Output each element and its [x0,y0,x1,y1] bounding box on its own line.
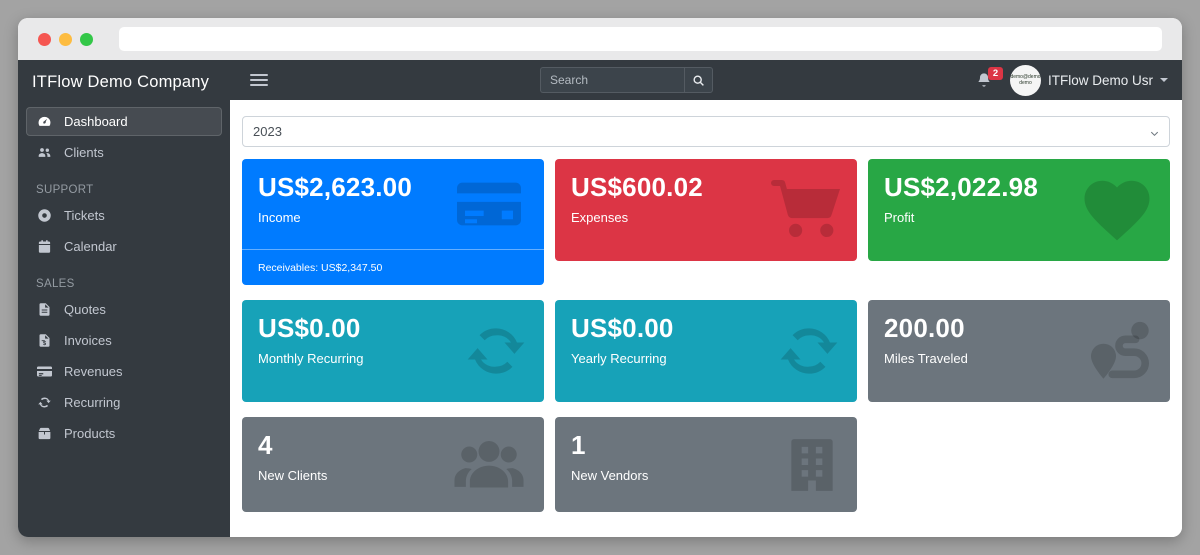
shopping-cart-icon [771,174,843,246]
card-miles-traveled[interactable]: 200.00 Miles Traveled [868,300,1170,402]
dashboard-content: 2023 US$2,623.00 Income [230,100,1182,537]
yearly-recurring-value: US$0.00 [571,313,674,343]
expenses-label: Expenses [571,210,629,225]
sidebar-item-label: Products [64,426,116,441]
address-bar[interactable] [119,27,1162,51]
monthly-recurring-value: US$0.00 [258,313,361,343]
search-button[interactable] [684,67,713,93]
profit-value: US$2,022.98 [884,172,1038,202]
income-receivables: Receivables: US$2,347.50 [242,249,544,285]
sidebar-item-label: Calendar [64,239,117,254]
box-icon [36,425,53,442]
sidebar-item-clients[interactable]: Clients [26,138,222,167]
sidebar-item-products[interactable]: Products [26,419,222,448]
calendar-icon [36,238,53,255]
sidebar-toggle-icon[interactable] [250,74,268,86]
bell-icon [976,72,992,88]
card-profit[interactable]: US$2,022.98 Profit [868,159,1170,261]
heart-icon [1078,171,1156,249]
sidebar-item-quotes[interactable]: Quotes [26,295,222,324]
life-ring-icon [36,207,53,224]
close-button[interactable] [38,32,51,46]
credit-card-icon [448,172,530,236]
card-new-clients[interactable]: 4 New Clients [242,417,544,512]
search-icon [692,74,705,87]
sync-icon [775,317,843,385]
users-icon [36,144,53,161]
income-label: Income [258,210,301,225]
expenses-value: US$600.02 [571,172,703,202]
credit-card-icon [36,363,53,380]
card-yearly-recurring[interactable]: US$0.00 Yearly Recurring [555,300,857,402]
stats-grid: US$2,623.00 Income Receivables: US$2,347… [242,159,1170,512]
monthly-recurring-label: Monthly Recurring [258,351,364,366]
user-name: ITFlow Demo Usr [1047,72,1153,88]
new-vendors-label: New Vendors [571,468,649,483]
miles-value: 200.00 [884,313,965,343]
miles-label: Miles Traveled [884,351,968,366]
sidebar-item-label: Quotes [64,302,106,317]
browser-window: ITFlow Demo Company Dashboard Clients SU… [18,18,1182,537]
sidebar-item-tickets[interactable]: Tickets [26,201,222,230]
card-monthly-recurring[interactable]: US$0.00 Monthly Recurring [242,300,544,402]
yearly-recurring-label: Yearly Recurring [571,351,667,366]
avatar: demo@demo demo [1009,64,1041,96]
brand-title: ITFlow Demo Company [32,73,210,91]
notification-badge: 2 [987,67,1003,80]
sidebar-item-label: Clients [64,145,104,160]
search-input[interactable] [540,67,684,93]
sidebar-section-support: SUPPORT [36,184,94,196]
tachometer-icon [36,113,53,130]
profit-label: Profit [884,210,915,225]
sidebar-item-calendar[interactable]: Calendar [26,232,222,261]
search-form [540,67,713,93]
chevron-down-icon [1160,78,1168,82]
card-new-vendors[interactable]: 1 New Vendors [555,417,857,512]
building-icon [781,428,843,502]
user-menu[interactable]: demo@demo demo ITFlow Demo Usr [1009,64,1168,96]
top-navbar: 2 demo@demo demo ITFlow Demo Usr [230,60,1182,100]
card-income[interactable]: US$2,623.00 Income Receivables: US$2,347… [242,159,544,285]
new-vendors-value: 1 [571,430,586,460]
year-select[interactable]: 2023 [242,116,1170,147]
svg-text:$: $ [43,341,47,347]
income-value: US$2,623.00 [258,172,412,202]
zoom-button[interactable] [80,32,93,46]
sidebar-item-label: Invoices [64,333,112,348]
sidebar-item-label: Tickets [64,208,105,223]
sidebar: ITFlow Demo Company Dashboard Clients SU… [18,60,230,537]
sidebar-item-revenues[interactable]: Revenues [26,357,222,386]
new-clients-value: 4 [258,430,273,460]
sidebar-item-recurring[interactable]: Recurring [26,388,222,417]
sync-icon [36,394,53,411]
traffic-lights [38,32,93,46]
sidebar-item-label: Dashboard [64,114,128,129]
sidebar-item-dashboard[interactable]: Dashboard [26,107,222,136]
sidebar-nav: Dashboard Clients SUPPORT Tickets [18,101,230,450]
sidebar-item-label: Revenues [64,364,123,379]
sidebar-item-invoices[interactable]: $ Invoices [26,326,222,355]
notifications-button[interactable]: 2 [972,67,1003,90]
sidebar-item-label: Recurring [64,395,121,410]
file-icon [36,301,53,318]
sidebar-section-sales: SALES [36,278,75,290]
card-expenses[interactable]: US$600.02 Expenses [555,159,857,261]
route-icon [1086,316,1156,386]
sync-icon [462,317,530,385]
users-icon [448,428,530,502]
file-invoice-dollar-icon: $ [36,332,53,349]
new-clients-label: New Clients [258,468,328,483]
minimize-button[interactable] [59,32,72,46]
browser-chrome [18,18,1182,60]
